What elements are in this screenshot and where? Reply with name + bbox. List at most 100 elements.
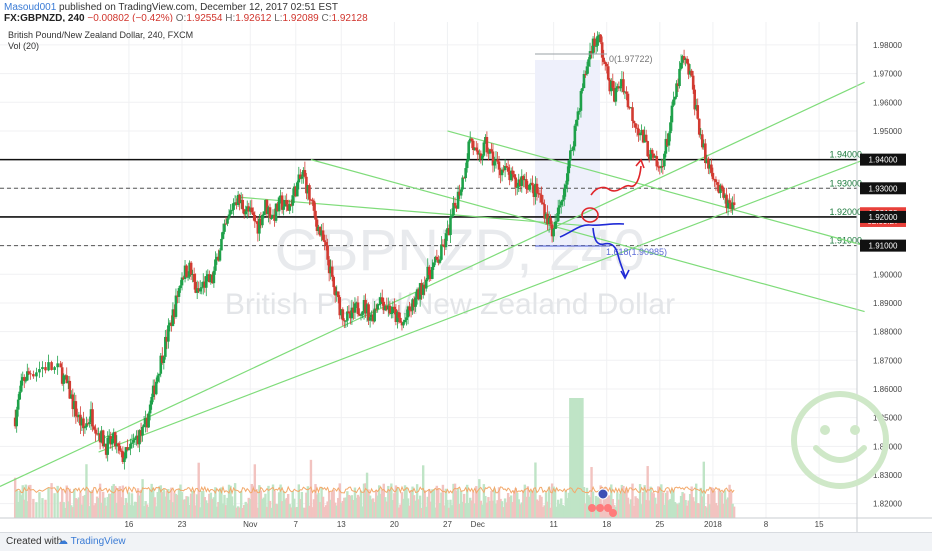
volume-bar <box>256 507 260 518</box>
volume-bar <box>249 499 252 518</box>
volume-bar <box>44 499 47 518</box>
volume-bar <box>70 505 73 518</box>
volume-bar <box>593 505 596 518</box>
candle-body <box>145 418 149 428</box>
volume-bar <box>582 486 586 518</box>
volume-bar <box>142 506 146 518</box>
candle-body <box>95 433 99 435</box>
candle-body <box>191 273 194 275</box>
volume-bar <box>444 488 448 518</box>
candle-body <box>650 149 654 154</box>
candle-body <box>132 439 135 443</box>
volume-bar <box>552 486 555 518</box>
candle-body <box>666 138 669 146</box>
volume-bar <box>229 485 232 518</box>
volume-event-markers <box>588 488 617 517</box>
time-tick-label: 2018 <box>704 520 722 529</box>
event-marker-icon[interactable] <box>609 509 617 517</box>
candle-body <box>479 153 483 160</box>
candle-body <box>317 226 320 231</box>
candle-body <box>144 418 147 425</box>
volume-bar <box>647 500 651 518</box>
volume-bar <box>164 496 167 518</box>
candle-body <box>393 306 396 310</box>
volume-bar <box>208 493 211 518</box>
volume-bar <box>566 498 569 518</box>
volume-bar <box>405 486 408 518</box>
event-marker-icon[interactable] <box>604 504 612 512</box>
volume-bar <box>678 502 681 518</box>
volume-bar <box>353 487 357 518</box>
volume-bar <box>556 499 560 518</box>
event-marker-icon[interactable] <box>588 504 596 512</box>
candle-body <box>282 206 285 210</box>
candle-body <box>396 312 399 322</box>
event-marker-icon[interactable] <box>596 504 604 512</box>
candle-body <box>547 217 551 225</box>
candle-body <box>622 79 625 93</box>
volume-bar <box>649 486 652 518</box>
candle-body <box>115 443 119 447</box>
author-link[interactable]: Masoud001 <box>4 2 57 13</box>
time-tick-label: 13 <box>337 520 346 529</box>
candle-body <box>704 143 707 164</box>
candle-body <box>85 423 88 428</box>
candle-body <box>206 274 210 277</box>
price-tick-label: 1.83000 <box>873 471 902 480</box>
volume-bar <box>502 507 505 518</box>
candle-body <box>376 304 379 310</box>
time-axis[interactable]: 16 23 Nov 7 13 20 27 Dec 11 18 25 2018 8 15 <box>124 520 824 529</box>
volume-bar <box>465 484 469 518</box>
candle-body <box>92 426 96 430</box>
candle-body <box>528 184 531 190</box>
volume-bar <box>641 492 645 518</box>
symbol-label[interactable]: FX:GBPNZD, 240 <box>4 13 85 24</box>
volume-bar <box>111 485 114 518</box>
volume-bar <box>573 398 577 518</box>
candle-body <box>588 51 592 60</box>
volume-bar <box>18 490 21 518</box>
volume-bar <box>547 486 551 518</box>
candle-body <box>496 159 499 162</box>
candle-body <box>312 200 316 211</box>
volume-bar <box>101 491 105 518</box>
candle-body <box>288 204 292 211</box>
volume-bar <box>82 495 85 518</box>
price-chart[interactable]: GBPNZD, 240 British Pound/New Zealand Do… <box>0 0 932 532</box>
candle-body <box>355 302 358 304</box>
candle-body <box>109 436 113 445</box>
volume-bar <box>567 492 571 518</box>
volume-bar <box>168 499 172 518</box>
candle-body <box>435 256 439 260</box>
volume-bar <box>493 488 496 518</box>
candle-body <box>41 367 44 370</box>
candle-body <box>605 64 609 67</box>
time-tick-label: 15 <box>815 520 824 529</box>
volume-bar <box>729 491 733 518</box>
volume-bar <box>710 487 713 518</box>
volume-bar <box>312 499 316 518</box>
volume-bar <box>294 507 297 518</box>
candle-body <box>403 319 407 323</box>
volume-bar <box>602 489 605 518</box>
volume-bar <box>599 485 602 518</box>
candle-body <box>575 119 578 126</box>
candle-body <box>130 442 134 444</box>
volume-bar <box>167 488 170 518</box>
candle-body <box>613 87 616 102</box>
volume-bar <box>453 483 457 518</box>
candle-body <box>719 185 722 194</box>
candle-body <box>629 107 633 109</box>
volume-bar <box>537 500 540 518</box>
volume-bar <box>732 506 736 518</box>
event-flag-icon[interactable] <box>597 488 609 500</box>
time-tick-label: 8 <box>764 520 769 529</box>
candle-body <box>611 80 615 88</box>
tradingview-logo[interactable]: ☁ TradingView <box>58 536 126 547</box>
candle-body <box>136 435 140 445</box>
candle-body <box>314 210 317 220</box>
volume-bar <box>462 493 466 518</box>
candle-body <box>238 194 241 204</box>
volume-bar <box>467 502 470 518</box>
volume-bar <box>722 503 725 518</box>
